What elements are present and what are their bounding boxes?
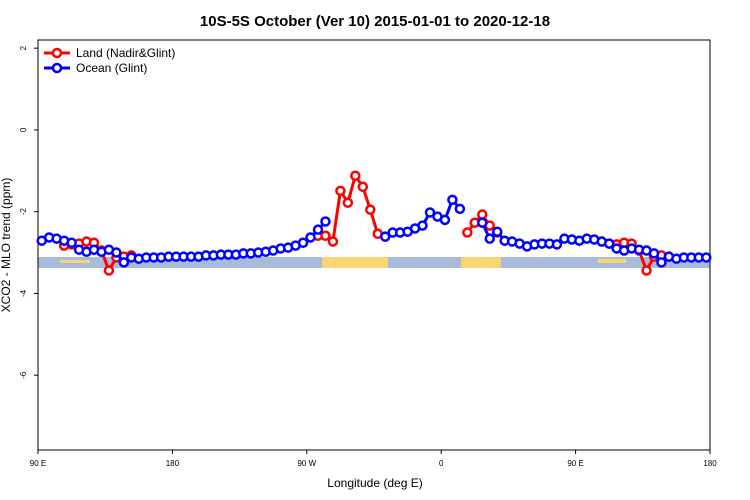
x-tick-label: 180 [166,459,180,468]
map-strip [38,257,710,268]
data-point [454,203,466,215]
data-point [365,204,376,215]
data-point [357,181,369,192]
data-point [350,170,361,181]
data-point [439,214,451,226]
x-tick-label: 0 [439,459,444,468]
y-axis-label: XCO2 - MLO trend (ppm) [0,178,13,313]
data-point [462,227,473,238]
data-point [342,197,354,208]
data-point [118,257,130,268]
data-point [477,217,488,228]
data-point [477,209,488,220]
y-tick-label: -2 [19,208,28,216]
legend-label: Land (Nadir&Glint) [76,46,175,60]
x-tick-label: 90 W [297,459,316,468]
plot-frame [37,39,711,451]
legend-marker [51,47,63,59]
y-tick-label: -6 [19,371,28,379]
y-tick-label: 0 [19,127,28,132]
data-point [111,247,122,258]
data-point [297,237,309,249]
data-point [103,265,115,276]
data-point [335,185,346,197]
data-point [701,252,712,263]
data-point [320,230,331,242]
x-tick-label: 90 E [567,459,583,468]
data-point [417,220,428,231]
data-point [447,194,458,206]
data-point [312,224,324,235]
data-point [641,265,652,276]
x-tick-label: 180 [703,459,717,468]
data-point [424,207,436,218]
y-tick-label: 2 [19,45,28,50]
data-point [551,239,563,250]
data-point [379,231,391,242]
chart-title: 10S-5S October (Ver 10) 2015-01-01 to 20… [200,13,550,30]
data-point [305,232,316,243]
y-tick-label: -4 [19,289,28,297]
data-point [484,233,495,244]
data-point [66,237,77,249]
legend-label: Ocean (Glint) [76,61,147,75]
data-point [327,236,339,247]
data-point [656,257,667,268]
data-point [648,248,660,259]
data-point [603,238,615,249]
legend-marker [51,62,63,74]
x-tick-label: 90 E [30,459,46,468]
data-point [320,216,331,227]
data-point [491,226,503,237]
x-axis-label: Longitude (deg E) [327,476,422,490]
legend: Land (Nadir&Glint)Ocean (Glint) [44,46,175,75]
